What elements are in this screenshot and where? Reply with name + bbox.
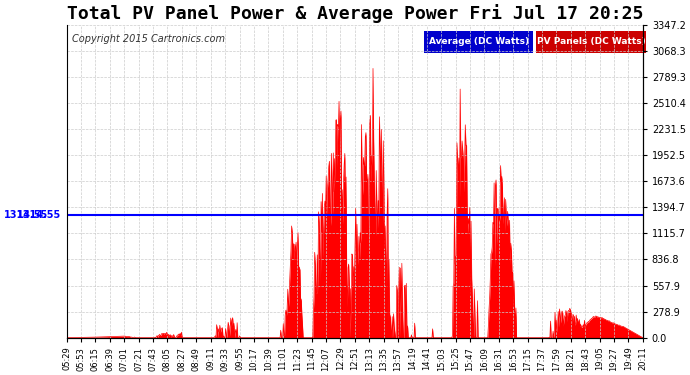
FancyBboxPatch shape [424,31,533,53]
Text: 1314.55: 1314.55 [17,210,61,220]
Title: Total PV Panel Power & Average Power Fri Jul 17 20:25: Total PV Panel Power & Average Power Fri… [66,4,643,23]
FancyBboxPatch shape [536,31,646,53]
Text: Average (DC Watts): Average (DC Watts) [428,38,529,46]
Text: Copyright 2015 Cartronics.com: Copyright 2015 Cartronics.com [72,34,226,44]
Text: PV Panels (DC Watts): PV Panels (DC Watts) [537,38,645,46]
Text: 1314.55: 1314.55 [4,210,48,220]
